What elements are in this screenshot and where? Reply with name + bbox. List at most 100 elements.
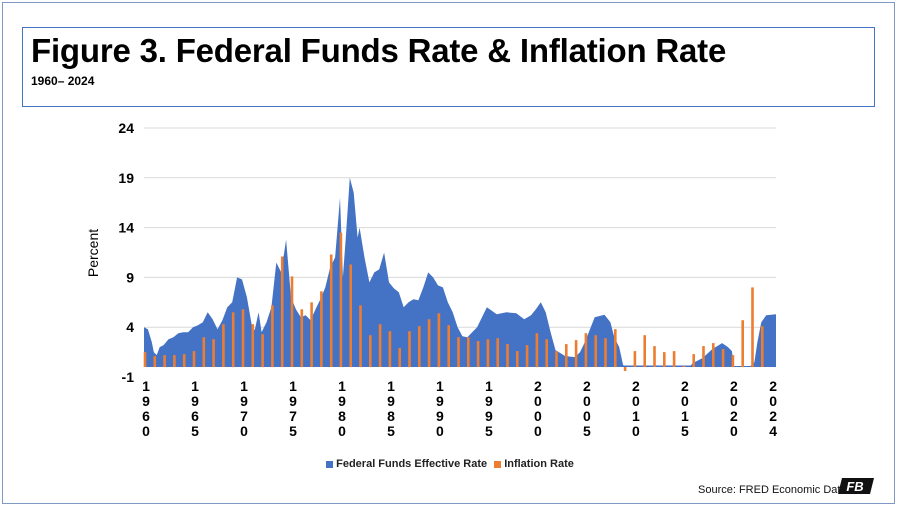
inflation-bar bbox=[329, 254, 333, 367]
legend-swatch-inflation bbox=[494, 460, 502, 468]
inflation-bar bbox=[222, 324, 225, 367]
inflation-bar bbox=[163, 355, 166, 368]
inflation-bar bbox=[231, 312, 235, 368]
inflation-bar bbox=[418, 326, 421, 367]
inflation-bar bbox=[378, 324, 382, 367]
page-subtitle: 1960– 2024 bbox=[31, 74, 95, 88]
inflation-bar bbox=[280, 256, 284, 368]
inflation-bar bbox=[486, 339, 490, 368]
inflation-bar bbox=[721, 349, 725, 367]
chart-legend: Federal Funds Effective Rate Inflation R… bbox=[0, 458, 900, 471]
inflation-bar bbox=[143, 352, 147, 367]
inflation-bar bbox=[496, 338, 499, 368]
y-axis-label: Percent bbox=[85, 229, 101, 277]
inflation-bar bbox=[584, 333, 588, 368]
figure-frame bbox=[2, 2, 895, 504]
inflation-bar bbox=[663, 352, 666, 367]
inflation-bar bbox=[427, 319, 431, 367]
inflation-bar bbox=[241, 309, 245, 368]
inflation-bar bbox=[290, 276, 294, 367]
inflation-bar bbox=[643, 335, 646, 368]
inflation-bar bbox=[555, 351, 558, 367]
inflation-bar bbox=[271, 305, 274, 368]
y-tick-label: 24 bbox=[118, 120, 134, 136]
inflation-bar bbox=[614, 329, 617, 367]
inflation-bar bbox=[153, 356, 157, 368]
y-tick-label: 19 bbox=[118, 170, 134, 186]
svg-text:FB: FB bbox=[846, 479, 863, 494]
inflation-bar bbox=[545, 339, 548, 368]
farm-bureau-logo-icon: FB bbox=[838, 478, 874, 494]
inflation-bar bbox=[476, 341, 480, 367]
legend-label-fed-funds: Federal Funds Effective Rate bbox=[336, 458, 488, 470]
inflation-bar bbox=[731, 355, 735, 368]
y-tick-label: 9 bbox=[126, 269, 134, 285]
inflation-bar bbox=[192, 351, 196, 367]
inflation-bar bbox=[741, 320, 744, 367]
inflation-bar bbox=[761, 326, 764, 367]
inflation-bar bbox=[300, 309, 304, 368]
inflation-bar bbox=[594, 335, 597, 368]
inflation-bar bbox=[349, 264, 352, 368]
inflation-bar bbox=[261, 334, 264, 368]
source-note: Source: FRED Economic Data bbox=[698, 484, 847, 496]
inflation-bar bbox=[398, 348, 401, 367]
inflation-bar bbox=[339, 232, 343, 368]
inflation-bar bbox=[682, 366, 686, 367]
inflation-bar bbox=[457, 337, 460, 368]
legend-item-inflation: Inflation Rate bbox=[494, 458, 574, 470]
inflation-bar bbox=[467, 337, 470, 368]
inflation-bar bbox=[212, 339, 215, 368]
inflation-bar bbox=[633, 351, 637, 367]
y-tick-label: 4 bbox=[126, 319, 134, 335]
inflation-bar bbox=[388, 331, 392, 368]
inflation-bar bbox=[535, 333, 539, 368]
legend-label-inflation: Inflation Rate bbox=[504, 458, 574, 470]
inflation-bar bbox=[506, 344, 509, 367]
y-tick-label: -1 bbox=[122, 369, 135, 385]
inflation-bar bbox=[623, 367, 627, 371]
legend-swatch-fed-funds bbox=[326, 460, 334, 468]
fed-funds-area bbox=[144, 177, 776, 368]
inflation-bar bbox=[173, 355, 176, 368]
inflation-bar bbox=[182, 354, 186, 367]
inflation-bar bbox=[525, 345, 529, 367]
inflation-bar bbox=[574, 340, 578, 367]
inflation-bar bbox=[751, 287, 754, 368]
inflation-bar bbox=[251, 324, 255, 367]
inflation-bar bbox=[604, 338, 607, 368]
y-tick-label: 14 bbox=[118, 220, 134, 236]
inflation-bar bbox=[702, 346, 705, 367]
inflation-bar bbox=[692, 354, 695, 367]
page-title: Figure 3. Federal Funds Rate & Inflation… bbox=[31, 32, 727, 69]
inflation-bar bbox=[202, 337, 206, 368]
inflation-bar bbox=[310, 302, 313, 367]
inflation-bar bbox=[437, 313, 441, 368]
inflation-bar bbox=[516, 351, 519, 367]
inflation-bar bbox=[565, 344, 568, 367]
inflation-bar bbox=[447, 325, 450, 367]
inflation-bar bbox=[672, 351, 676, 367]
inflation-bar bbox=[359, 305, 362, 368]
inflation-bar bbox=[408, 331, 411, 368]
inflation-bar bbox=[369, 335, 372, 368]
inflation-bar bbox=[653, 346, 656, 367]
inflation-bar bbox=[712, 343, 715, 367]
legend-item-fed-funds: Federal Funds Effective Rate bbox=[326, 458, 487, 470]
inflation-bar bbox=[320, 291, 323, 367]
